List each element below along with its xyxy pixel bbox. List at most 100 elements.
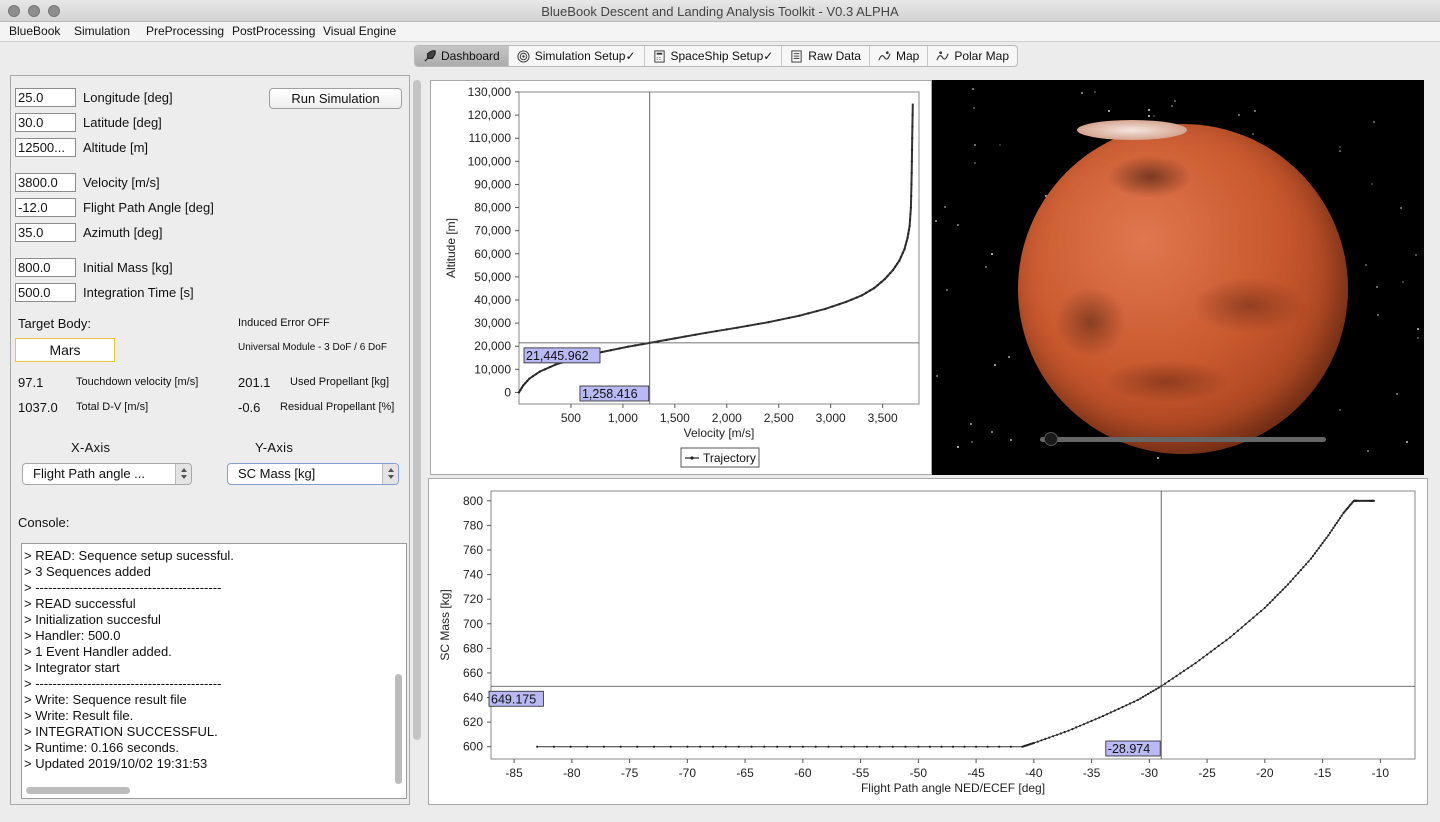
console-line: > --------------------------------------… [24, 676, 222, 691]
star [1339, 408, 1342, 411]
data-point [1337, 519, 1340, 522]
tab-dashboard[interactable]: Dashboard [415, 46, 509, 66]
data-point [1113, 709, 1116, 712]
altitude-field[interactable]: 12500... [15, 138, 76, 157]
star [956, 446, 959, 449]
data-point [1292, 577, 1295, 580]
menu-bluebook[interactable]: BlueBook [9, 24, 61, 38]
star [971, 441, 974, 444]
velocity-field[interactable]: 3800.0 [15, 173, 76, 192]
run-simulation-button[interactable]: Run Simulation [269, 88, 402, 109]
x-tick-label: -35 [1083, 766, 1101, 780]
tab-polar-map[interactable]: Polar Map [928, 46, 1017, 66]
tab-label: Simulation Setup✓ [534, 49, 636, 63]
data-point [1319, 544, 1322, 547]
polar-cap [1077, 120, 1187, 140]
x-tick-label: -60 [794, 766, 812, 780]
residual-propellant-value: -0.6 [238, 400, 261, 415]
star [1108, 110, 1111, 113]
view-slider[interactable] [1040, 437, 1326, 442]
menu-postprocessing[interactable]: PostProcessing [232, 24, 316, 38]
mars-3d-view[interactable] [932, 80, 1424, 475]
menu-preprocessing[interactable]: PreProcessing [146, 24, 225, 38]
y-tick-label: 80,000 [474, 201, 511, 215]
latitude-field[interactable]: 30.0 [15, 113, 76, 132]
x-tick-label: -75 [621, 766, 639, 780]
data-point [1372, 499, 1375, 502]
tab-raw-data[interactable]: Raw Data [782, 46, 870, 66]
data-point [940, 745, 943, 748]
data-point [788, 745, 792, 748]
integration-time-field[interactable]: 500.0 [15, 283, 76, 302]
data-point [776, 745, 779, 748]
data-point [986, 745, 989, 748]
x-tick-label: -15 [1314, 766, 1332, 780]
star [946, 289, 949, 292]
data-point [1071, 728, 1074, 731]
star [974, 162, 977, 165]
data-point [618, 347, 621, 350]
star [1365, 263, 1368, 266]
data-point [1139, 697, 1142, 700]
initial-mass-field[interactable]: 800.0 [15, 258, 76, 277]
flight-path-angle-field[interactable]: -12.0 [15, 198, 76, 217]
data-point [911, 114, 914, 117]
y-tick-label: 740 [463, 568, 483, 582]
x-axis-title: X-Axis [71, 440, 111, 455]
star [1417, 327, 1420, 330]
view-slider-knob[interactable] [1044, 432, 1058, 446]
console-output[interactable]: > READ: Sequence setup sucessful. > 3 Seq… [21, 543, 407, 799]
y-axis-select[interactable]: SC Mass [kg] [227, 463, 399, 485]
data-point [1082, 723, 1085, 726]
altitude-label: Altitude [m] [83, 140, 149, 155]
y-tick-label: 70,000 [474, 224, 511, 238]
data-point [767, 321, 770, 324]
data-point [1304, 563, 1307, 566]
x-axis-select[interactable]: Flight Path angle ... [22, 463, 192, 485]
data-point [1252, 616, 1255, 619]
tab-label: Raw Data [808, 49, 861, 63]
module-label: Universal Module - 3 DoF / 6 DoF [238, 342, 387, 353]
data-point [522, 384, 525, 387]
data-point [528, 377, 531, 380]
y-tick-label: 90,000 [474, 177, 511, 191]
data-point [798, 314, 801, 317]
data-point [686, 745, 689, 748]
tab-map[interactable]: Map [870, 46, 929, 66]
data-point [891, 268, 895, 272]
azimuth-field[interactable]: 35.0 [15, 223, 76, 242]
console-vertical-scrollbar[interactable] [395, 674, 402, 784]
data-point [1109, 711, 1112, 714]
menu-visual-engine[interactable]: Visual Engine [323, 24, 397, 38]
x-axis-label: Velocity [m/s] [684, 426, 755, 440]
target-body-field[interactable]: Mars [15, 338, 115, 362]
star [998, 144, 1001, 147]
data-point [1152, 689, 1155, 692]
data-point [1248, 619, 1251, 622]
mass-fpa-chart[interactable]: 600 620 640 660 680 700 720 740 760 780 800 -85 -80 -… [429, 479, 1427, 804]
data-point [1055, 733, 1059, 736]
console-line: > Write: Sequence result file [24, 692, 187, 707]
menu-simulation[interactable]: Simulation [74, 24, 131, 38]
y-tick-label: 20,000 [474, 339, 511, 353]
star [943, 206, 946, 209]
star [970, 422, 973, 425]
data-point [1136, 698, 1139, 702]
data-point [1286, 583, 1290, 586]
panel-scrollbar[interactable] [413, 80, 421, 740]
data-point [901, 251, 904, 255]
tab-spaceship-setup[interactable]: SpaceShip Setup✓ [645, 46, 783, 66]
tab-simulation-setup[interactable]: Simulation Setup✓ [509, 46, 645, 66]
data-point [627, 345, 630, 348]
data-point [1221, 641, 1224, 645]
star [973, 143, 976, 146]
altitude-velocity-chart[interactable]: 0 10,000 20,000 30,000 40,000 50,000 60,000 70,… [431, 81, 931, 474]
longitude-field[interactable]: 25.0 [15, 88, 76, 107]
zoom-window-button[interactable] [48, 5, 60, 17]
console-horizontal-scrollbar[interactable] [26, 787, 130, 794]
y-tick-label: 60,000 [474, 247, 511, 261]
close-window-button[interactable] [8, 5, 20, 17]
data-point [1117, 707, 1120, 710]
star [1152, 115, 1155, 118]
minimize-window-button[interactable] [28, 5, 40, 17]
